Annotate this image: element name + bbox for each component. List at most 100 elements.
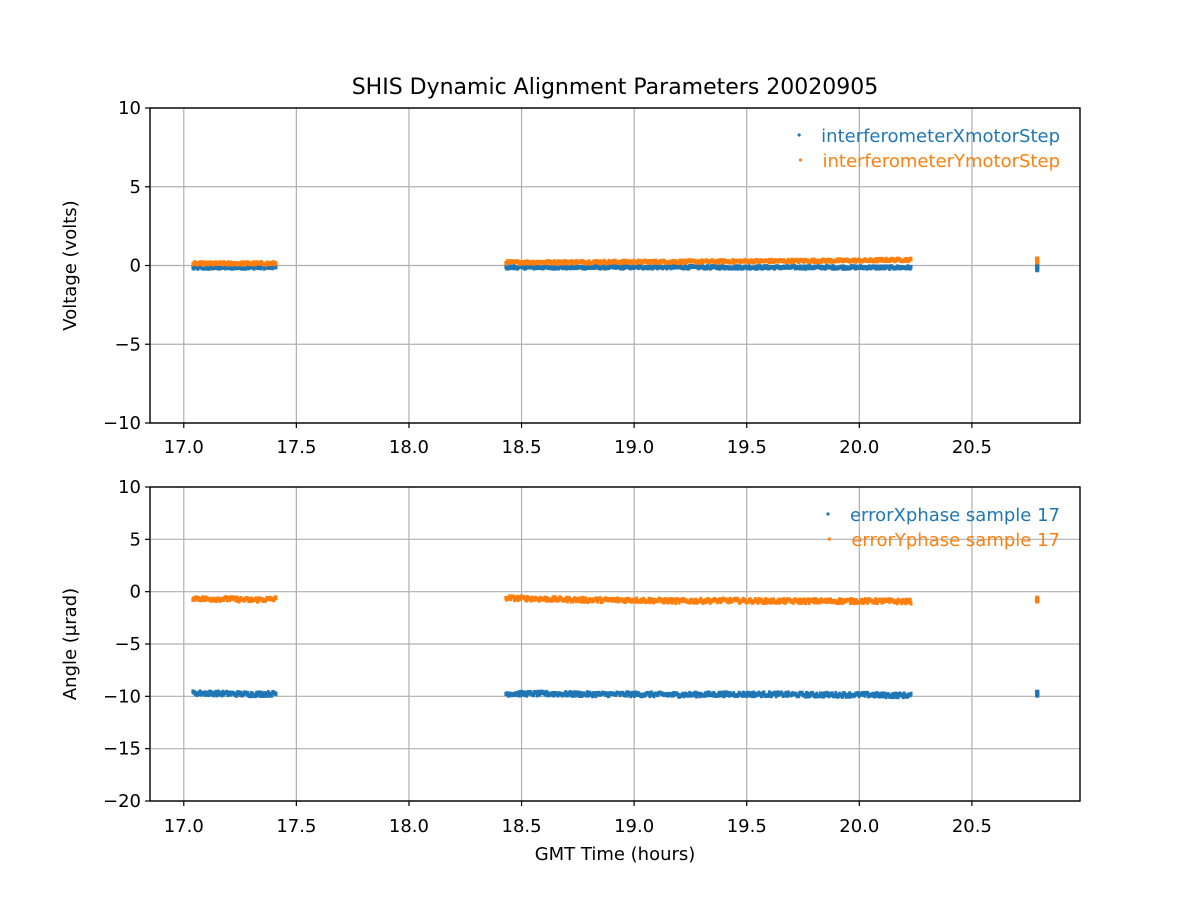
y-tick-label: 0 xyxy=(130,256,141,277)
data-point xyxy=(577,691,581,696)
data-point xyxy=(544,595,548,601)
data-point xyxy=(535,693,539,698)
data-point xyxy=(856,690,860,696)
data-point xyxy=(633,692,637,698)
data-point xyxy=(909,264,913,270)
data-point xyxy=(830,691,834,696)
data-point xyxy=(270,693,274,698)
data-point xyxy=(708,597,711,603)
data-point xyxy=(893,691,897,697)
data-point xyxy=(706,690,710,695)
data-point xyxy=(860,597,864,603)
x-tick-label: 18.5 xyxy=(502,437,542,458)
y-tick-label: −5 xyxy=(114,334,141,355)
data-point xyxy=(894,694,898,699)
x-tick-label: 18.5 xyxy=(502,816,542,837)
data-point xyxy=(254,693,257,699)
data-point xyxy=(821,692,825,697)
data-point xyxy=(854,600,858,606)
data-point xyxy=(819,691,823,696)
data-point xyxy=(647,691,651,696)
data-point xyxy=(797,693,801,699)
data-point xyxy=(594,693,598,699)
data-point xyxy=(578,693,581,698)
data-point xyxy=(201,595,205,600)
data-point xyxy=(628,691,632,696)
data-point xyxy=(822,694,826,699)
data-point xyxy=(688,690,691,696)
data-point xyxy=(236,595,239,601)
data-point xyxy=(572,693,576,698)
data-point xyxy=(581,595,585,601)
data-point xyxy=(705,599,709,604)
data-point xyxy=(258,690,262,696)
data-point xyxy=(544,692,548,697)
y-tick-label: −20 xyxy=(103,791,141,812)
data-point xyxy=(909,256,913,262)
series-interferometerxmotorstep xyxy=(191,263,1040,273)
data-point xyxy=(895,600,899,606)
data-point xyxy=(812,597,816,602)
data-point xyxy=(532,692,536,698)
series-errorxphase-sample-17 xyxy=(191,689,1040,700)
data-point xyxy=(818,693,821,699)
data-point xyxy=(201,262,205,267)
data-point xyxy=(682,693,686,699)
data-point xyxy=(518,693,522,698)
data-point xyxy=(525,598,529,603)
data-point xyxy=(1035,257,1040,264)
data-point xyxy=(666,600,670,605)
data-point xyxy=(614,598,618,604)
data-point xyxy=(274,265,278,270)
data-point xyxy=(605,691,609,696)
data-point xyxy=(665,597,669,602)
data-point xyxy=(235,693,239,698)
data-point xyxy=(246,596,250,601)
data-point xyxy=(695,694,698,699)
data-point xyxy=(646,599,650,604)
data-point xyxy=(786,693,789,698)
data-point xyxy=(517,690,521,695)
data-point xyxy=(523,690,527,695)
y-tick-label: −10 xyxy=(103,413,141,434)
legend-marker xyxy=(798,158,803,162)
data-point xyxy=(900,600,904,606)
data-point xyxy=(805,691,809,696)
data-point xyxy=(837,597,841,602)
data-point xyxy=(909,601,913,606)
data-point xyxy=(673,597,677,603)
data-point xyxy=(574,598,578,604)
data-point xyxy=(220,692,224,698)
legend-label: errorYphase sample 17 xyxy=(851,530,1060,551)
data-point xyxy=(259,693,263,698)
legend-marker xyxy=(797,133,801,137)
x-tick-label: 19.0 xyxy=(614,816,654,837)
data-point xyxy=(802,597,806,602)
data-point xyxy=(862,690,866,696)
data-point xyxy=(217,689,220,694)
data-point xyxy=(908,597,912,603)
data-point xyxy=(752,690,756,695)
data-point xyxy=(904,600,908,606)
data-point xyxy=(770,600,774,605)
data-point xyxy=(745,693,749,698)
data-point xyxy=(545,689,549,695)
data-point xyxy=(814,597,818,602)
data-point xyxy=(256,598,260,604)
data-point xyxy=(505,261,509,266)
legend-marker xyxy=(826,512,830,516)
data-point xyxy=(648,599,652,605)
x-axis-label: GMT Time (hours) xyxy=(535,844,696,865)
y-axis-label: Angle (μrad) xyxy=(60,588,81,700)
data-point xyxy=(690,597,694,603)
data-point xyxy=(884,694,888,700)
data-point xyxy=(862,600,866,605)
x-tick-label: 18.0 xyxy=(389,437,429,458)
data-point xyxy=(833,693,837,698)
legend-label: interferometerYmotorStep xyxy=(822,151,1060,172)
data-point xyxy=(213,692,217,697)
data-point xyxy=(736,693,740,698)
data-point xyxy=(768,691,772,696)
data-point xyxy=(769,597,773,603)
data-point xyxy=(571,690,575,696)
